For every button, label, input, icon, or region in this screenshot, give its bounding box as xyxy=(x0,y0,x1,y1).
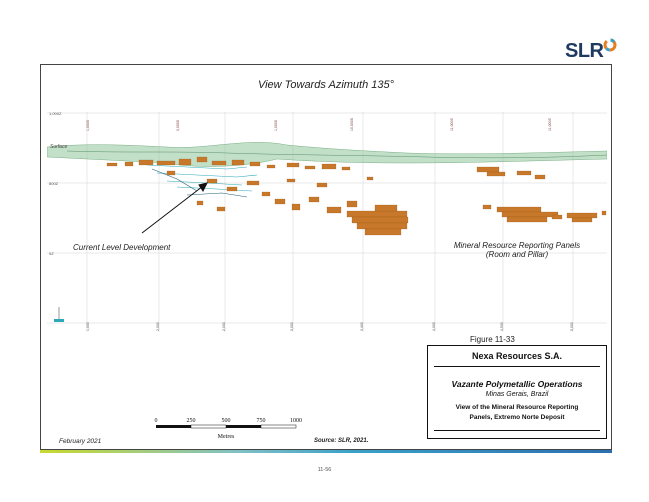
arrow-icon xyxy=(141,182,208,234)
top-grid-label: 11,000S xyxy=(548,118,552,131)
slr-logo: SLR xyxy=(565,38,617,62)
annotation-panels-line2: (Room and Pillar) xyxy=(485,250,549,259)
logo-text: SLR xyxy=(565,40,604,62)
page-number: 11-56 xyxy=(317,467,332,473)
top-grid-label: 1,000S xyxy=(86,119,90,131)
annotation-current-level: Current Level Development xyxy=(73,243,171,252)
bottom-grid-label: 3,400 xyxy=(360,322,364,331)
figure-description-line2: Panels, Extremo Norte Deposit xyxy=(469,414,565,421)
footer-date: February 2021 xyxy=(59,438,102,445)
surface-label: Surface xyxy=(50,144,67,150)
scale-bar: 0 250 500 750 1000 Metres xyxy=(155,418,303,440)
annotation-panels: Mineral Resource Reporting Panels (Room … xyxy=(437,241,597,259)
scale-tick-label: 250 xyxy=(187,418,196,424)
figure-label: Figure 11-33 xyxy=(470,335,515,344)
elevation-label-top: 1,000Z xyxy=(49,111,62,116)
footer-source: Source: SLR, 2021. xyxy=(314,438,369,444)
scale-unit: Metres xyxy=(218,434,235,440)
elevation-label-low: 0Z xyxy=(49,251,54,256)
top-grid-label: 10,000S xyxy=(350,117,354,131)
company-name: Nexa Resources S.A. xyxy=(471,351,563,361)
elevation-label-mid: 800Z xyxy=(49,181,59,186)
figure-description-line1: View of the Mineral Resource Reporting xyxy=(455,404,579,411)
scale-tick-label: 500 xyxy=(222,418,231,424)
annotation-panels-line1: Mineral Resource Reporting Panels xyxy=(453,241,581,250)
project-location: Minas Gerais, Brazil xyxy=(485,391,549,398)
logo-mark-icon xyxy=(603,38,617,52)
divider xyxy=(434,366,600,367)
footer-color-bar xyxy=(40,450,612,453)
bottom-grid-label: 4,000 xyxy=(432,322,436,331)
scale-tick-label: 750 xyxy=(257,418,266,424)
scale-tick-label: 0 xyxy=(155,418,158,424)
long-section-view: 1,000Z 800Z 0Z 1,000S 0,000S 1,000S 10,0… xyxy=(47,111,607,332)
scale-tick-label: 1000 xyxy=(290,418,302,424)
bottom-grid-label: 2,000 xyxy=(222,322,226,331)
bottom-grid-label: 3,000 xyxy=(290,322,294,331)
bottom-grid-label: 1,000 xyxy=(86,322,90,331)
resource-panels xyxy=(106,156,607,236)
view-title: View Towards Azimuth 135° xyxy=(257,79,395,91)
title-block: Nexa Resources S.A. Vazante Polymetallic… xyxy=(427,345,607,439)
bottom-grid-label: 4,500 xyxy=(500,322,504,331)
divider xyxy=(434,430,600,431)
top-grid-label: 11,000S xyxy=(450,118,454,131)
bottom-grid-label: 2,000 xyxy=(156,322,160,331)
bottom-grid-label: 5,000 xyxy=(570,322,574,331)
top-grid-label: 0,000S xyxy=(176,119,180,131)
current-level-development xyxy=(146,164,258,198)
project-name: Vazante Polymetallic Operations xyxy=(451,379,583,389)
top-grid-label: 1,000S xyxy=(274,119,278,131)
orientation-marker-icon xyxy=(54,307,64,322)
